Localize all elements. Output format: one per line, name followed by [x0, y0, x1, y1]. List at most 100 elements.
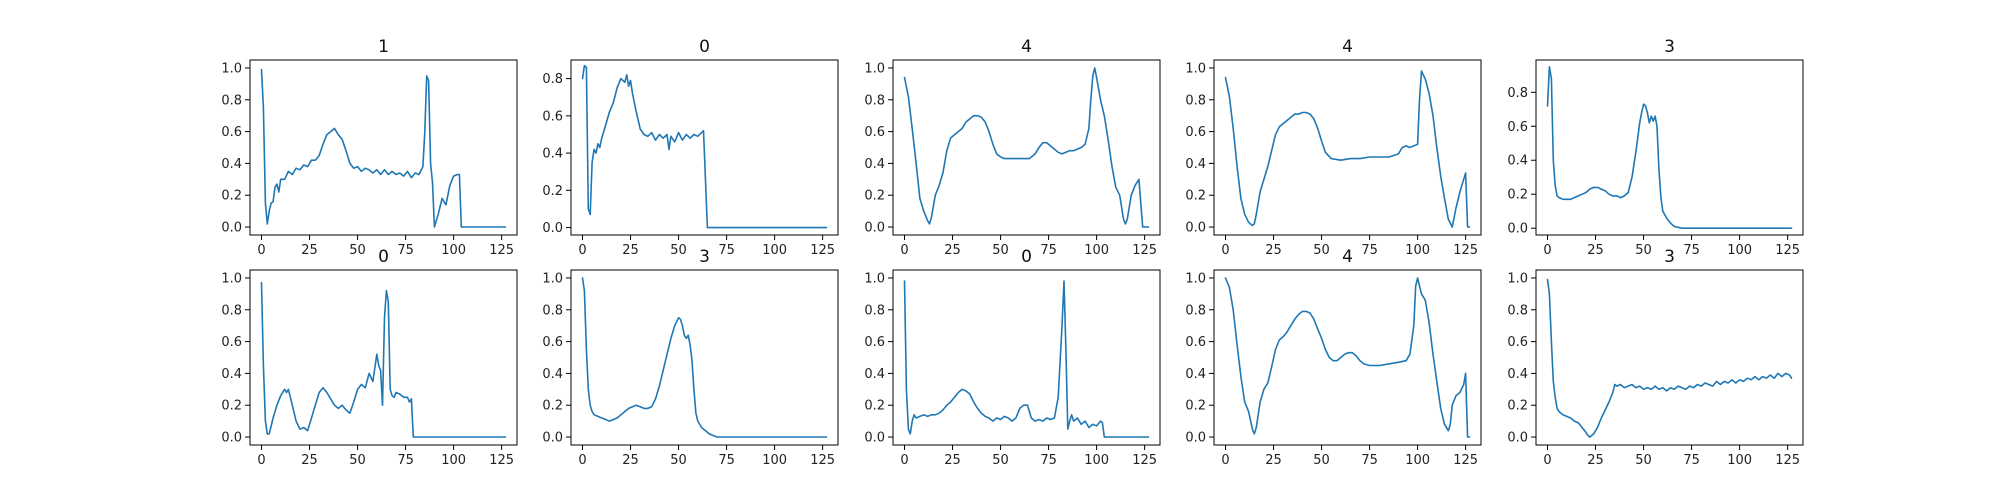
- subplot-title: 4: [1021, 37, 1032, 57]
- series-line: [1224, 70, 1471, 228]
- x-tick-label: 50: [670, 453, 687, 468]
- y-tick-label: 1.0: [1185, 271, 1206, 286]
- x-tick-label: 25: [1265, 453, 1282, 468]
- y-tick-label: 0.0: [221, 221, 242, 236]
- y-tick-label: 0.6: [1507, 120, 1528, 135]
- y-tick-label: 0.6: [221, 335, 242, 350]
- series-line: [1224, 277, 1471, 438]
- x-tick-label: 75: [1683, 243, 1700, 258]
- plot-frame: [1213, 269, 1482, 446]
- x-tick-label: 25: [1265, 243, 1282, 258]
- subplot-title: 4: [1342, 37, 1353, 57]
- plot-frame: [249, 269, 518, 446]
- subplot-7: 3 0 25 50 75 100 125 0.0 0.2 0.4 0.6 0.8 1.0: [542, 247, 839, 468]
- x-tick-label: 50: [1313, 243, 1330, 258]
- y-tick-label: 0.2: [864, 189, 885, 204]
- series-line: [903, 280, 1150, 438]
- x-tick-label: 75: [1040, 243, 1057, 258]
- x-tick-label: 100: [441, 243, 466, 258]
- y-tick-label: 0.2: [1507, 399, 1528, 414]
- y-tick-label: 0.0: [542, 431, 563, 446]
- subplot-title: 3: [1664, 37, 1675, 57]
- x-tick-label: 75: [397, 453, 414, 468]
- plot-frame: [1535, 269, 1804, 446]
- x-tick-label: 50: [1635, 243, 1652, 258]
- x-tick-label: 50: [992, 453, 1009, 468]
- y-tick-label: 0.6: [1185, 335, 1206, 350]
- x-tick-label: 25: [1587, 243, 1604, 258]
- plot-frame: [1213, 59, 1482, 236]
- subplot-5: 3 0 25 50 75 100 125 0.0 0.2 0.4 0.6 0.8: [1507, 37, 1804, 258]
- x-tick-label: 125: [1775, 243, 1800, 258]
- y-tick-label: 0.8: [221, 303, 242, 318]
- y-tick-label: 1.0: [221, 61, 242, 76]
- y-tick-label: 0.2: [542, 399, 563, 414]
- series-line: [1546, 66, 1793, 229]
- subplot-4: 4 0 25 50 75 100 125 0.0 0.2 0.4 0.6 0.8 1.0: [1185, 37, 1482, 258]
- x-tick-label: 125: [489, 243, 514, 258]
- x-tick-label: 25: [622, 243, 639, 258]
- series-line: [260, 281, 507, 438]
- y-tick-label: 0.4: [1507, 367, 1528, 382]
- y-tick-label: 0.6: [221, 125, 242, 140]
- y-tick-label: 1.0: [1507, 271, 1528, 286]
- y-tick-label: 0.0: [221, 431, 242, 446]
- x-tick-label: 100: [762, 243, 787, 258]
- subplot-title: 0: [1021, 247, 1032, 267]
- subplot-10: 3 0 25 50 75 100 125 0.0 0.2 0.4 0.6 0.8 1.0: [1507, 247, 1804, 468]
- y-tick-label: 0.0: [1185, 221, 1206, 236]
- y-tick-label: 0.6: [1185, 125, 1206, 140]
- x-tick-label: 100: [1727, 243, 1752, 258]
- series-line: [581, 64, 828, 229]
- subplot-title: 0: [378, 247, 389, 267]
- y-tick-label: 1.0: [1185, 61, 1206, 76]
- x-tick-label: 25: [301, 453, 318, 468]
- y-tick-label: 0.2: [542, 184, 563, 199]
- x-tick-label: 0: [1543, 243, 1551, 258]
- y-tick-label: 0.8: [542, 303, 563, 318]
- x-tick-label: 100: [762, 453, 787, 468]
- plot-frame: [892, 269, 1161, 446]
- x-tick-label: 50: [1313, 453, 1330, 468]
- y-tick-label: 0.8: [864, 93, 885, 108]
- y-tick-label: 0.4: [864, 367, 885, 382]
- y-tick-label: 0.4: [221, 367, 242, 382]
- x-tick-label: 0: [1221, 453, 1229, 468]
- x-tick-label: 125: [1453, 453, 1478, 468]
- plot-frame: [570, 269, 839, 446]
- x-tick-label: 125: [810, 453, 835, 468]
- y-tick-label: 0.8: [221, 93, 242, 108]
- x-tick-label: 25: [1587, 453, 1604, 468]
- y-tick-label: 0.2: [864, 399, 885, 414]
- y-tick-label: 0.8: [1507, 86, 1528, 101]
- y-tick-label: 0.0: [542, 221, 563, 236]
- y-tick-label: 1.0: [864, 61, 885, 76]
- x-tick-label: 0: [900, 453, 908, 468]
- x-tick-label: 125: [1132, 243, 1157, 258]
- series-line: [903, 67, 1150, 228]
- x-tick-label: 0: [257, 243, 265, 258]
- x-tick-label: 25: [301, 243, 318, 258]
- subplot-title: 1: [378, 37, 389, 57]
- y-tick-label: 0.4: [1185, 157, 1206, 172]
- x-tick-label: 100: [1405, 243, 1430, 258]
- subplot-title: 4: [1342, 247, 1353, 267]
- x-tick-label: 50: [992, 243, 1009, 258]
- plot-frame: [892, 59, 1161, 236]
- y-tick-label: 0.2: [1185, 399, 1206, 414]
- y-tick-label: 0.8: [1185, 303, 1206, 318]
- x-tick-label: 75: [1683, 453, 1700, 468]
- x-tick-label: 100: [1405, 453, 1430, 468]
- y-tick-label: 0.6: [1507, 335, 1528, 350]
- x-tick-label: 50: [349, 243, 366, 258]
- y-tick-label: 0.2: [1507, 188, 1528, 203]
- x-tick-label: 0: [900, 243, 908, 258]
- x-tick-label: 75: [1361, 243, 1378, 258]
- x-tick-label: 25: [622, 453, 639, 468]
- x-tick-label: 75: [718, 243, 735, 258]
- x-tick-label: 0: [578, 243, 586, 258]
- y-tick-label: 0.8: [542, 72, 563, 87]
- series-line: [581, 277, 828, 438]
- subplot-title: 3: [1664, 247, 1675, 267]
